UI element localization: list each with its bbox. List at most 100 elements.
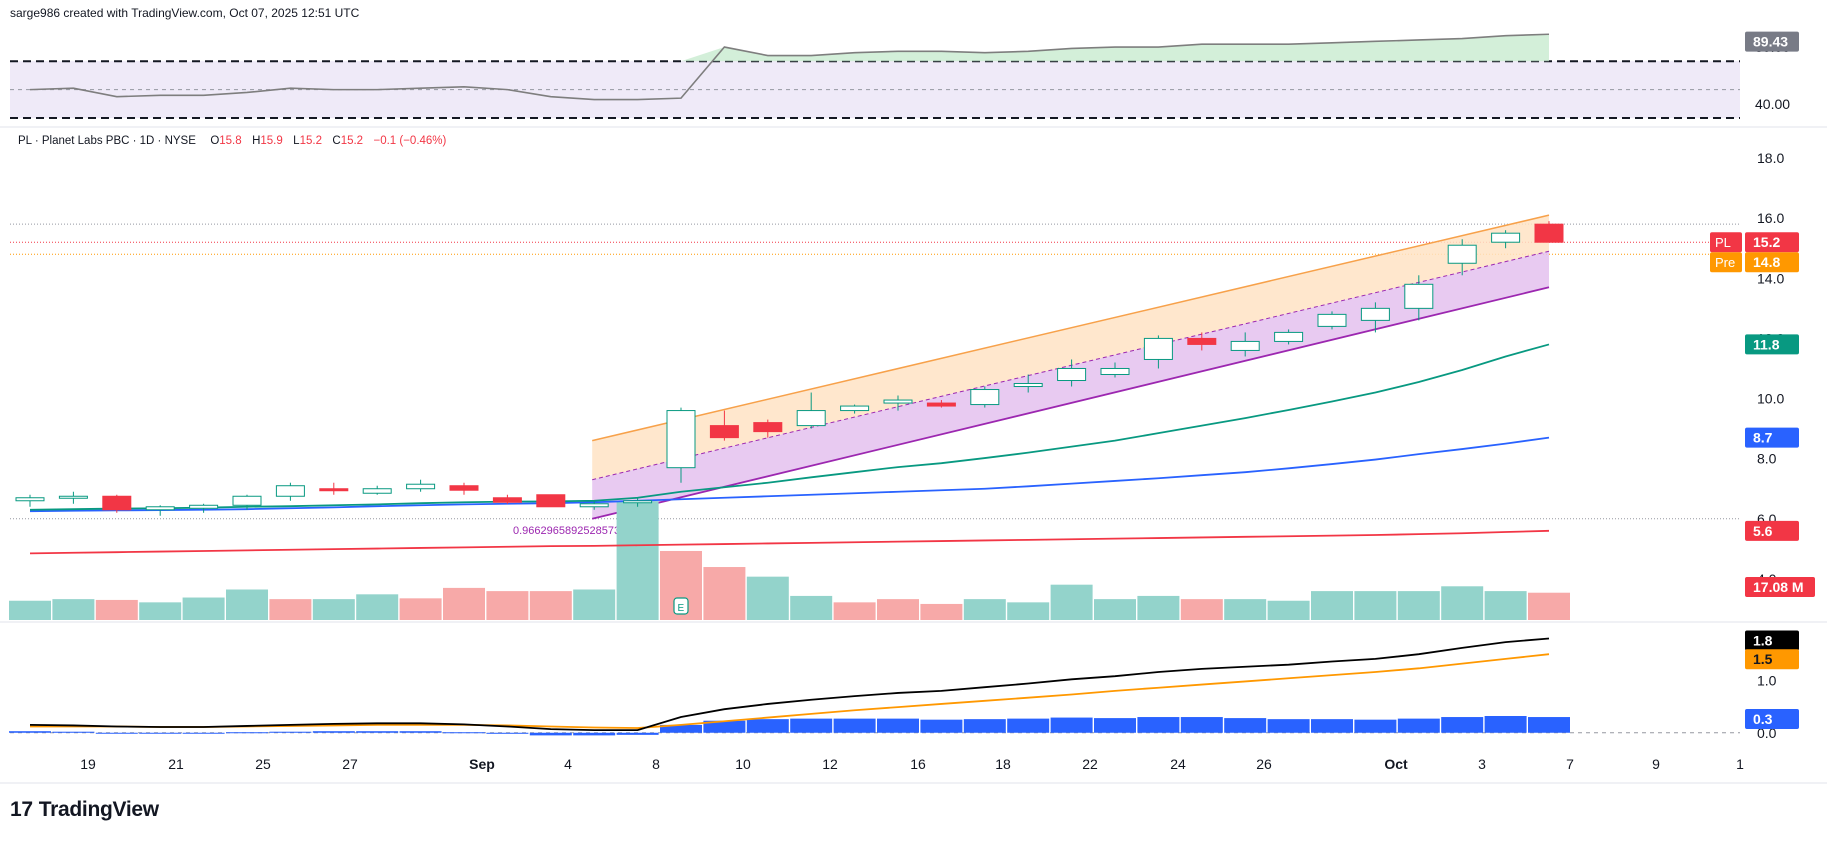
premarket-badge-text: 14.8 (1753, 254, 1780, 270)
volume-bar (1224, 599, 1267, 620)
volume-bar (1180, 599, 1223, 620)
volume-bar (1397, 591, 1440, 620)
candle-body (275, 485, 305, 497)
volume-bar (269, 599, 312, 620)
low-label: L (293, 135, 300, 147)
macd-hist-bar (790, 718, 833, 733)
earnings-marker-label: E (678, 603, 685, 614)
macd-hist-bar (1180, 717, 1223, 733)
candle-body (709, 425, 739, 439)
premarket-badge-bg (1745, 252, 1799, 273)
open-value: 15.8 (219, 135, 242, 147)
time-axis-tick: 4 (564, 756, 572, 772)
time-axis-tick: 22 (1082, 756, 1098, 772)
volume-bar (443, 587, 485, 620)
macd-hist-bar (746, 719, 789, 733)
volume-bar (703, 567, 746, 620)
rsi-overbought-fill (30, 34, 1549, 62)
macd-hist-bar (616, 732, 659, 735)
volume-bar (486, 591, 529, 620)
channel-mid-line (592, 250, 1550, 481)
tradingview-brand[interactable]: 17 TradingView (10, 798, 159, 822)
macd-hist-bar (529, 732, 572, 736)
macd-hist-bar (95, 732, 138, 734)
macd-hist-bar (1528, 717, 1570, 733)
symbol-legend: PL · Planet Labs PBC · 1D · NYSE O15.8 H… (18, 135, 446, 147)
volume-bar (1311, 591, 1353, 620)
price-axis-tick: 10.0 (1757, 391, 1784, 407)
macd-hist-bar (356, 731, 399, 733)
change-value: −0.1 (−0.46%) (373, 135, 447, 147)
candle-body (840, 405, 870, 412)
rsi-badge: 89.43 (1745, 31, 1799, 52)
macd-hist-bar (139, 732, 182, 734)
candle-body (1013, 383, 1043, 388)
candle-body (753, 422, 783, 433)
rsi-axis-tick: 40.00 (1755, 96, 1790, 112)
ema-red-badge-text: 5.6 (1753, 523, 1773, 539)
volume-bar (399, 598, 442, 620)
candle-body (232, 495, 262, 506)
candle-body (1360, 307, 1390, 321)
channel-lower-fill (592, 251, 1549, 519)
macd-hist-bar (1441, 717, 1484, 733)
volume-bar (312, 599, 355, 620)
time-axis-tick: 10 (735, 756, 751, 772)
macd-hist-bar (703, 720, 746, 733)
volume-bar (573, 589, 616, 620)
time-axis-tick: 25 (255, 756, 271, 772)
macd-hist-bar (877, 718, 919, 733)
ema-green-line (29, 343, 1550, 511)
candle-body (492, 497, 522, 503)
volume-bar (95, 599, 138, 620)
volume-bar (1007, 602, 1050, 620)
ema-blue-badge-text: 8.7 (1753, 430, 1773, 446)
high-value: 15.9 (260, 135, 283, 147)
candle-body (579, 503, 609, 508)
macd-hist-bar (573, 732, 616, 736)
time-axis-tick: 27 (342, 756, 358, 772)
earnings-marker (673, 597, 689, 615)
volume-bar (529, 591, 572, 620)
rsi-line (29, 33, 1550, 101)
ema-blue-line (29, 436, 1550, 513)
brand-name: TradingView (38, 798, 159, 821)
volume-bar (746, 576, 789, 620)
candle-body (145, 506, 175, 511)
macd-badge-text: 1.8 (1753, 632, 1773, 648)
volume-bar (9, 600, 51, 620)
time-axis-tick: 1 (1736, 756, 1744, 772)
macd-hist-bar (1311, 719, 1353, 733)
candle-body (319, 488, 349, 492)
candle-body (449, 485, 479, 491)
macd-hist-bar (182, 732, 225, 734)
close-label: C (332, 135, 341, 147)
pl-price-badge-label-bg (1710, 232, 1742, 253)
volume-badge-bg (1745, 577, 1815, 597)
macd-hist-bar (486, 732, 529, 734)
volume-bar (1050, 584, 1093, 620)
time-axis-tick: 18 (995, 756, 1011, 772)
ema-blue-badge-bg (1745, 427, 1799, 448)
volume-bar (1094, 599, 1136, 620)
volume-bar (616, 501, 659, 620)
macd-hist-bar (1484, 716, 1527, 733)
macd-hist-bar (920, 719, 963, 733)
candle-body (1534, 223, 1564, 243)
time-axis-tick: 19 (80, 756, 96, 772)
hist-badge-text: 0.3 (1753, 711, 1773, 727)
macd-hist-bar (1007, 718, 1050, 733)
fib-label: 0.9662965892528573 (513, 525, 620, 537)
volume-bar (1354, 591, 1397, 620)
volume-bar (182, 597, 225, 620)
close-value: 15.2 (340, 135, 364, 147)
time-axis-tick: Sep (469, 756, 495, 772)
volume-bar (356, 594, 399, 620)
ema-blue-badge: 8.7 (1745, 427, 1799, 448)
channel-top-line (592, 214, 1550, 442)
macd-hist-bar (9, 731, 51, 733)
channel-upper-fill (592, 215, 1549, 480)
macd-hist-bar (52, 731, 95, 733)
volume-bar (1484, 591, 1527, 620)
